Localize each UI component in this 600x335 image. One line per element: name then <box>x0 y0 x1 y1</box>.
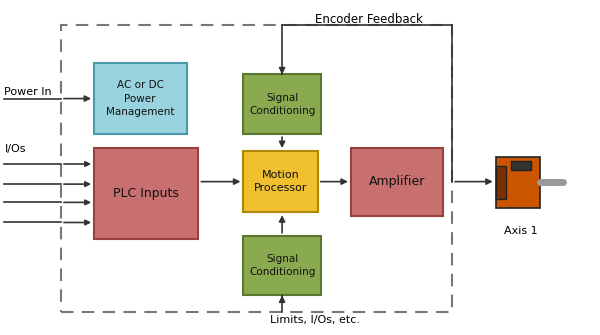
Bar <box>351 147 443 216</box>
Text: Motion
Processor: Motion Processor <box>254 170 307 193</box>
Text: PLC Inputs: PLC Inputs <box>113 187 179 200</box>
Bar <box>496 157 541 208</box>
Text: Power In: Power In <box>4 87 52 97</box>
Text: Axis 1: Axis 1 <box>504 226 538 237</box>
Text: Encoder Feedback: Encoder Feedback <box>315 13 423 26</box>
Bar <box>61 25 452 312</box>
Bar <box>94 147 199 239</box>
Text: Limits, I/Os, etc.: Limits, I/Os, etc. <box>270 315 360 325</box>
Bar <box>243 74 321 134</box>
Text: AC or DC
Power
Management: AC or DC Power Management <box>106 80 175 117</box>
Text: Amplifier: Amplifier <box>369 175 425 188</box>
Bar <box>94 63 187 134</box>
Text: Signal
Conditioning: Signal Conditioning <box>249 93 315 116</box>
Bar <box>243 236 321 295</box>
Text: I/Os: I/Os <box>4 144 26 154</box>
Bar <box>243 151 318 212</box>
Bar <box>511 161 530 170</box>
Text: Signal
Conditioning: Signal Conditioning <box>249 254 315 277</box>
Bar <box>496 166 506 199</box>
